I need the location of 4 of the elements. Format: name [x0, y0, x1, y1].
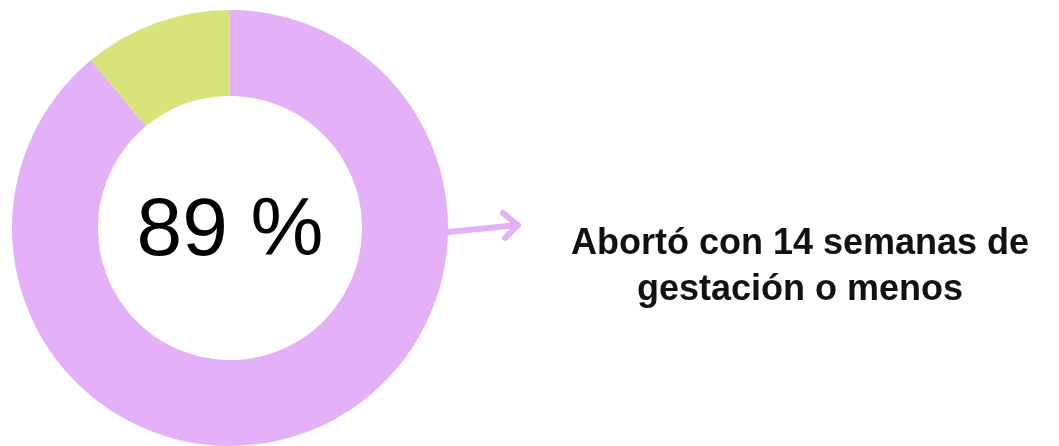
donut-slice [91, 10, 230, 127]
donut-slice [12, 10, 448, 446]
data-label: 89 % [136, 181, 324, 272]
legend-label: Abortó con 14 semanas de gestación o menos [570, 221, 1030, 308]
